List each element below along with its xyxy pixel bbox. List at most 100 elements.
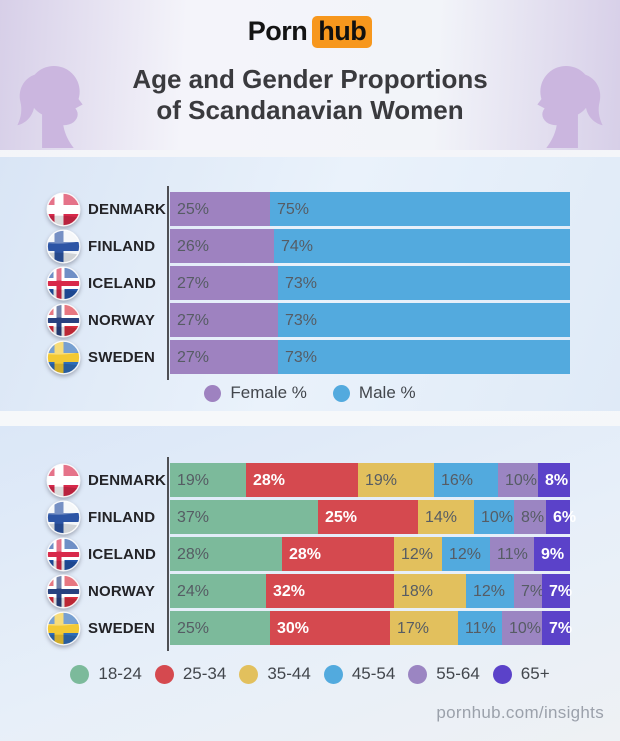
age-row-sweden: SWEDEN 25% 30% 17% 11% 10% 7% [0,611,620,646]
country-label: FINLAND [88,509,156,526]
age-segment-35-44: 19% [358,463,434,497]
page-title: Age and Gender Proportions of Scandanavia… [0,64,620,126]
age-row-denmark: DENMARK 19% 28% 19% 16% 10% 8% [0,463,620,498]
gender-bar: 26% 74% [170,229,570,263]
title-line-2: of Scandanavian Women [156,95,464,125]
female-segment: 27% [170,340,278,374]
age-segment-25-34: 28% [282,537,394,571]
header: Porn hub Age and Gender Proportions of Sca… [0,0,620,150]
gender-bar: 25% 75% [170,192,570,226]
legend-label: 55-64 [436,664,480,683]
age-chart-rows: DENMARK 19% 28% 19% 16% 10% 8% FINLAND 37% 25% 14… [0,463,620,648]
age-segment-55-64: 11% [490,537,534,571]
logo-hub-badge: hub [312,16,373,48]
age-chart-legend: 18-24 25-34 35-44 45-54 55-64 65+ [0,664,620,684]
age-segment-25-34: 32% [266,574,394,608]
male-segment: 73% [278,340,570,374]
gender-row-sweden: SWEDEN 27% 73% [0,340,620,375]
norway-flag-icon [46,303,81,338]
gender-bar: 27% 73% [170,340,570,374]
age-segment-45-54: 10% [474,500,514,534]
age-segment-35-44: 18% [394,574,466,608]
age-segment-65+: 9% [534,537,570,571]
female-segment: 27% [170,303,278,337]
age-segment-45-54: 11% [458,611,502,645]
age-segment-35-44: 12% [394,537,442,571]
gender-row-iceland: ICELAND 27% 73% [0,266,620,301]
country-label: NORWAY [88,312,156,329]
male-segment: 73% [278,266,570,300]
age-row-iceland: ICELAND 28% 28% 12% 12% 11% 9% [0,537,620,572]
legend-label: 45-54 [351,664,396,683]
age-segment-55-64: 10% [498,463,538,497]
iceland-flag-icon [46,266,81,301]
logo-porn-text: Porn [247,16,308,46]
legend-dot-icon [204,384,222,402]
gender-chart-rows: DENMARK 25% 75% FINLAND 26% 74% ICELAND 27% 73… [0,192,620,377]
sweden-flag-icon [46,611,81,646]
age-segment-45-54: 12% [442,537,490,571]
gender-chart-axis [167,186,169,380]
country-label: DENMARK [88,472,167,489]
age-segment-65+: 8% [538,463,570,497]
age-segment-45-54: 12% [466,574,514,608]
age-segment-45-54: 16% [434,463,498,497]
age-segment-25-34: 25% [318,500,418,534]
country-label: ICELAND [88,275,157,292]
age-row-norway: NORWAY 24% 32% 18% 12% 7% 7% [0,574,620,609]
age-bar: 24% 32% 18% 12% 7% 7% [170,574,572,608]
age-bar: 37% 25% 14% 10% 8% 6% [170,500,576,534]
gender-bar: 27% 73% [170,266,570,300]
age-segment-65+: 7% [542,611,572,645]
legend-label: Male % [358,383,416,402]
female-segment: 26% [170,229,274,263]
age-bar: 28% 28% 12% 12% 11% 9% [170,537,570,571]
country-label: DENMARK [88,201,167,218]
sweden-flag-icon [46,340,81,375]
age-segment-65+: 7% [542,574,572,608]
male-segment: 75% [270,192,570,226]
norway-flag-icon [46,574,81,609]
finland-flag-icon [46,500,81,535]
gender-bar: 27% 73% [170,303,570,337]
age-chart-axis [167,457,169,651]
iceland-flag-icon [46,537,81,572]
country-label: SWEDEN [88,349,156,366]
male-segment: 74% [274,229,570,263]
legend-label: 25-34 [182,664,227,683]
legend-label: Female % [230,383,307,402]
denmark-flag-icon [46,192,81,227]
legend-dot-icon [323,664,343,684]
gender-row-norway: NORWAY 27% 73% [0,303,620,338]
country-label: NORWAY [88,583,156,600]
country-label: ICELAND [88,546,157,563]
age-segment-25-34: 28% [246,463,358,497]
legend-item-male: Male % [332,383,416,403]
legend-dot-icon [70,664,90,684]
age-segment-18-24: 28% [170,537,282,571]
pornhub-logo: Porn hub [0,16,620,48]
footer-url: pornhub.com/insights [436,703,604,722]
age-segment-55-64: 8% [514,500,546,534]
country-label: SWEDEN [88,620,156,637]
legend-label: 35-44 [267,664,311,683]
age-segment-35-44: 17% [390,611,458,645]
age-row-finland: FINLAND 37% 25% 14% 10% 8% 6% [0,500,620,535]
finland-flag-icon [46,229,81,264]
age-segment-25-34: 30% [270,611,390,645]
legend-item-65+: 65+ [492,664,550,684]
legend-dot-icon [239,664,259,684]
legend-item-female: Female % [204,383,307,403]
age-segment-55-64: 7% [514,574,544,608]
age-segment-18-24: 24% [170,574,266,608]
denmark-flag-icon [46,463,81,498]
female-silhouette-icon [17,65,83,148]
legend-item-55-64: 55-64 [408,664,480,684]
legend-dot-icon [492,664,512,684]
age-segment-55-64: 10% [502,611,542,645]
female-segment: 27% [170,266,278,300]
gender-row-denmark: DENMARK 25% 75% [0,192,620,227]
age-segment-18-24: 19% [170,463,246,497]
legend-dot-icon [332,384,350,402]
